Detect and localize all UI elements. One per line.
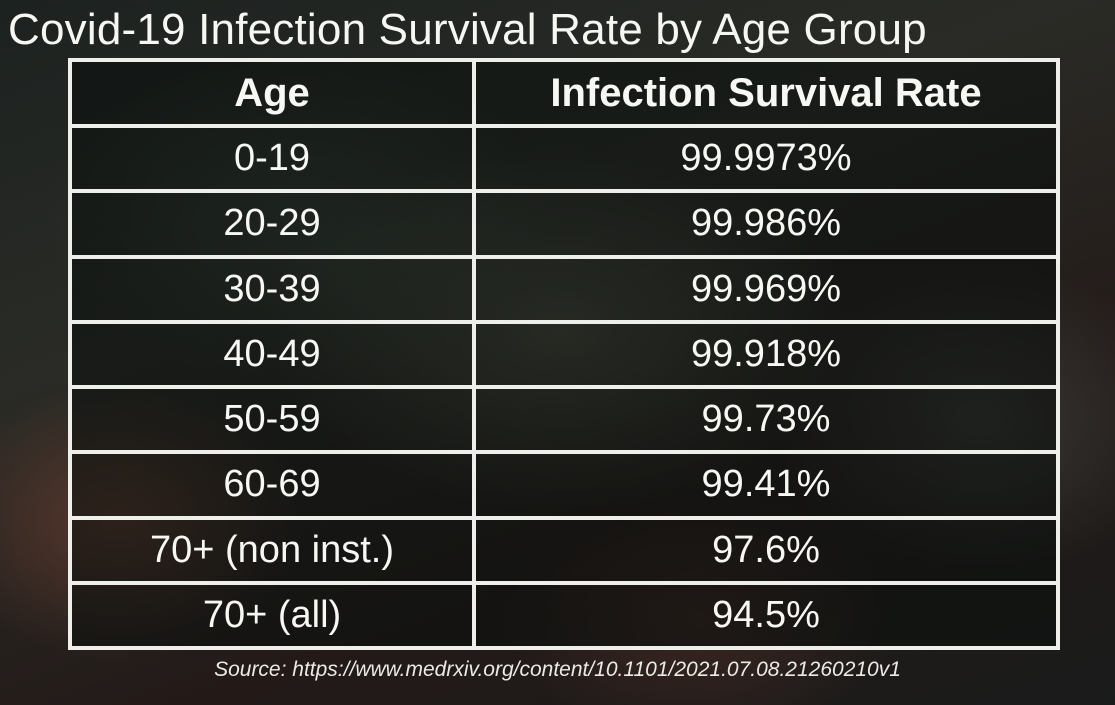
table-row: 40-49 99.918% bbox=[68, 319, 1060, 390]
table-header-row: Age Infection Survival Rate bbox=[68, 58, 1060, 128]
age-group-cell: 40-49 bbox=[68, 319, 476, 390]
age-group-cell: 30-39 bbox=[68, 254, 476, 324]
age-group-cell: 50-59 bbox=[68, 384, 476, 455]
survival-table-container: Age Infection Survival Rate 0-19 99.9973%… bbox=[68, 58, 1060, 651]
age-group-cell: 70+ (all) bbox=[68, 580, 476, 651]
age-group-cell: 60-69 bbox=[68, 450, 476, 520]
survival-rate-table: Age Infection Survival Rate 0-19 99.9973%… bbox=[68, 58, 1060, 651]
age-group-cell: 70+ (non inst.) bbox=[68, 515, 476, 585]
survival-rate-cell: 99.918% bbox=[472, 319, 1060, 390]
survival-rate-cell: 99.969% bbox=[472, 254, 1060, 324]
age-group-cell: 0-19 bbox=[68, 123, 476, 194]
survival-rate-cell: 99.986% bbox=[472, 189, 1060, 259]
table-row: 30-39 99.969% bbox=[68, 254, 1060, 324]
survival-rate-cell: 99.73% bbox=[472, 384, 1060, 455]
age-group-cell: 20-29 bbox=[68, 189, 476, 259]
chart-title: Covid-19 Infection Survival Rate by Age … bbox=[8, 5, 927, 54]
survival-rate-cell: 97.6% bbox=[472, 515, 1060, 585]
table-body: 0-19 99.9973% 20-29 99.986% 30-39 99.969% 40-4… bbox=[68, 123, 1060, 651]
survival-rate-cell: 94.5% bbox=[472, 580, 1060, 651]
header-survival-rate: Infection Survival Rate bbox=[472, 58, 1060, 128]
table-row: 70+ (non inst.) 97.6% bbox=[68, 515, 1060, 585]
header-age: Age bbox=[68, 58, 476, 128]
table-row: 70+ (all) 94.5% bbox=[68, 580, 1060, 651]
survival-rate-cell: 99.41% bbox=[472, 450, 1060, 520]
survival-rate-cell: 99.9973% bbox=[472, 123, 1060, 194]
table-row: 0-19 99.9973% bbox=[68, 123, 1060, 194]
source-citation: Source: https://www.medrxiv.org/content/… bbox=[214, 658, 901, 681]
table-row: 60-69 99.41% bbox=[68, 450, 1060, 520]
table-row: 50-59 99.73% bbox=[68, 384, 1060, 455]
table-row: 20-29 99.986% bbox=[68, 189, 1060, 259]
